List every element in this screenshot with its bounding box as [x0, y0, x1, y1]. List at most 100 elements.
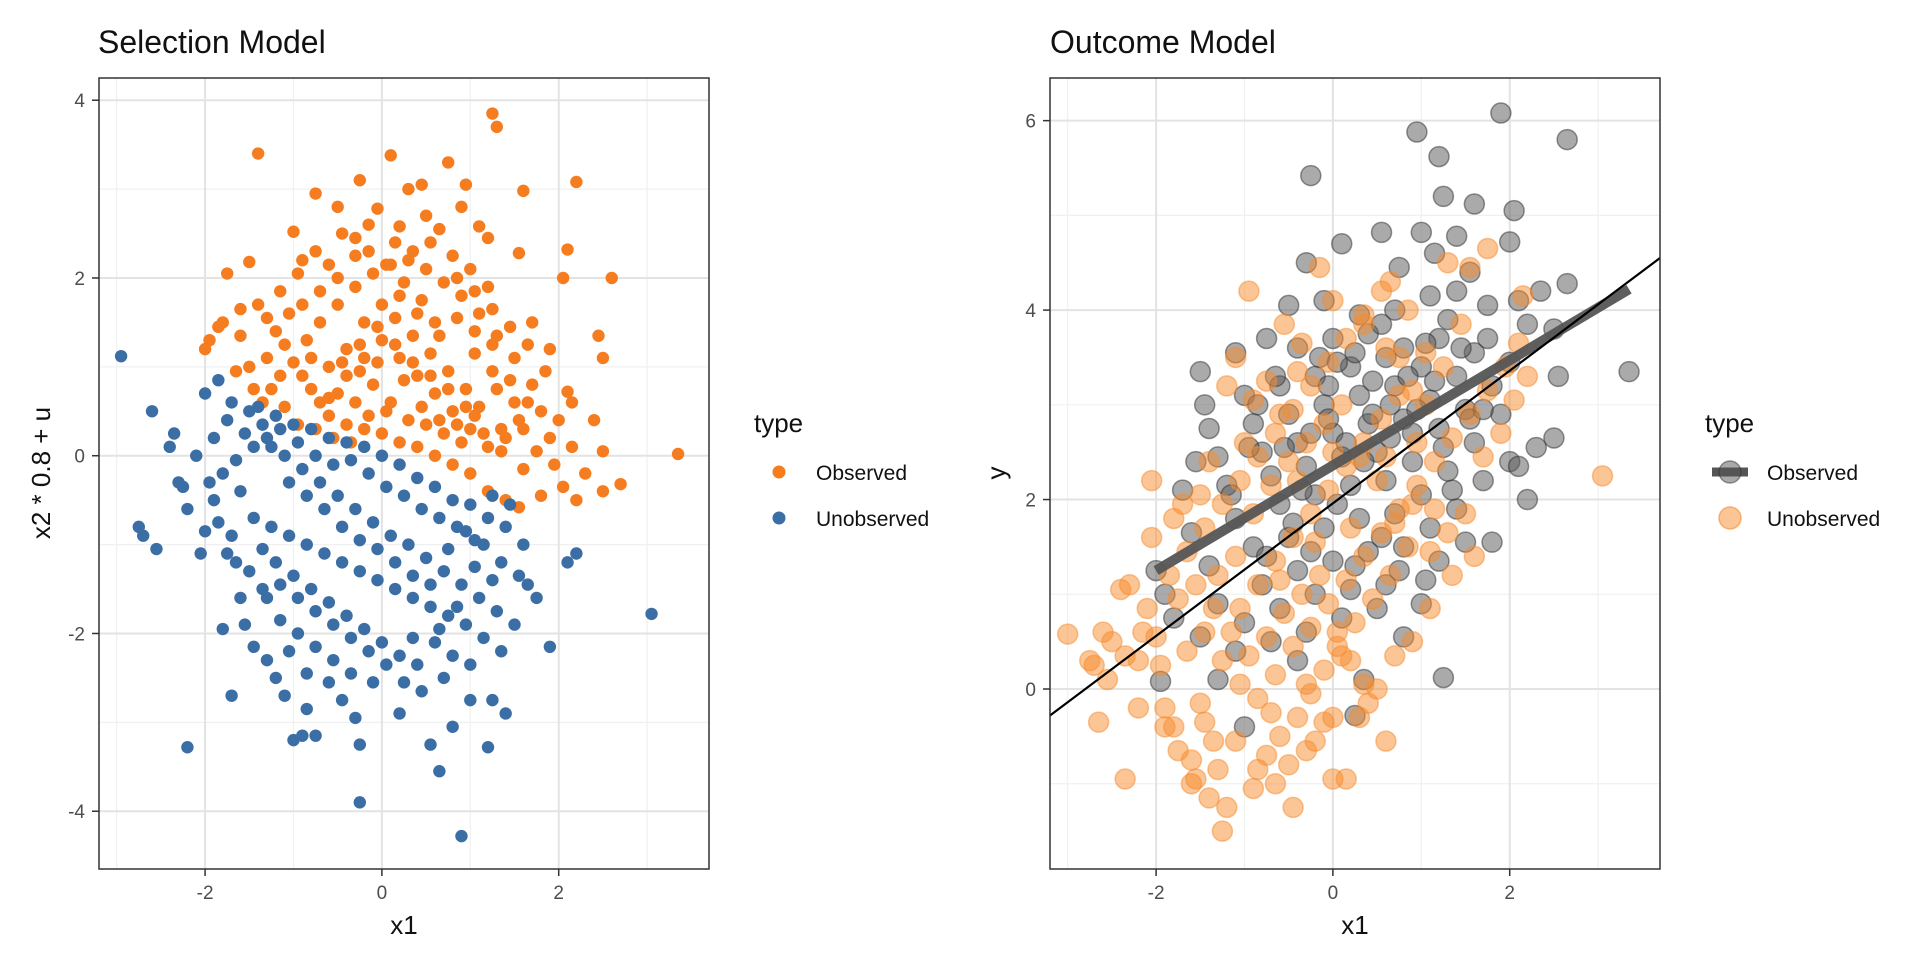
point-observed	[278, 338, 291, 351]
point-unobserved	[1229, 597, 1251, 620]
point-unobserved	[282, 476, 296, 489]
point-observed	[424, 369, 437, 382]
point-unobserved	[282, 645, 296, 658]
point-unobserved	[1322, 289, 1344, 312]
point-observed	[1450, 337, 1472, 359]
point-unobserved	[1238, 645, 1260, 667]
point-unobserved	[1273, 313, 1296, 336]
point-unobserved	[415, 685, 428, 698]
point-unobserved	[1379, 270, 1402, 293]
point-unobserved	[335, 520, 349, 534]
point-unobserved	[455, 578, 468, 591]
point-observed	[1516, 313, 1539, 336]
point-unobserved	[388, 556, 402, 569]
legend-key-unobserved	[772, 511, 786, 525]
point-observed	[234, 329, 247, 342]
point-unobserved	[1118, 574, 1141, 596]
point-observed	[450, 271, 464, 285]
point-unobserved	[1335, 569, 1357, 591]
point-unobserved	[1353, 545, 1375, 568]
point-unobserved	[561, 556, 574, 569]
point-observed	[1242, 413, 1265, 435]
point-unobserved	[1388, 384, 1410, 407]
point-observed	[265, 382, 278, 396]
point-unobserved	[1224, 545, 1247, 568]
ticks: -2 0 2 -4 -2 0 2 4	[68, 91, 564, 904]
point-unobserved	[167, 427, 181, 440]
point-unobserved	[393, 458, 406, 471]
point-observed	[561, 243, 574, 256]
point-unobserved	[1216, 796, 1238, 819]
point-unobserved	[1229, 673, 1251, 696]
point-observed	[1476, 294, 1499, 317]
point-unobserved	[1384, 645, 1406, 667]
point-observed	[274, 285, 287, 298]
point-observed	[468, 409, 481, 422]
point-observed	[596, 351, 610, 365]
point-observed	[1498, 231, 1521, 253]
point-observed	[1441, 479, 1463, 501]
point-unobserved	[234, 485, 247, 498]
point-unobserved	[1432, 356, 1455, 378]
point-unobserved	[296, 462, 309, 476]
point-observed	[1414, 569, 1437, 591]
point-unobserved	[1291, 583, 1313, 606]
point-observed	[349, 396, 362, 409]
x-tick-label: -2	[197, 883, 214, 904]
point-unobserved	[1087, 711, 1110, 733]
point-unobserved	[1401, 493, 1424, 516]
point-observed	[521, 396, 534, 409]
point-unobserved	[1476, 379, 1499, 402]
point-observed	[1286, 559, 1309, 582]
y-tick-label: 2	[1025, 491, 1036, 512]
point-observed	[512, 413, 526, 427]
point-unobserved	[344, 631, 358, 645]
point-unobserved	[1490, 422, 1512, 444]
point-unobserved	[1282, 796, 1304, 819]
point-observed	[243, 255, 256, 269]
point-unobserved	[1282, 526, 1304, 549]
point-observed	[371, 202, 384, 215]
point-unobserved	[327, 458, 340, 471]
point-unobserved	[371, 542, 384, 556]
point-observed	[1543, 427, 1565, 449]
point-observed	[450, 311, 464, 325]
point-observed	[442, 365, 455, 378]
point-observed	[1322, 550, 1344, 572]
point-unobserved	[300, 489, 313, 502]
y-tick-label: 6	[1025, 112, 1036, 133]
point-observed	[596, 445, 610, 458]
point-unobserved	[1114, 768, 1136, 790]
point-observed	[543, 431, 557, 445]
point-unobserved	[1459, 403, 1481, 426]
point-unobserved	[1295, 673, 1318, 696]
point-unobserved	[344, 453, 358, 467]
point-observed	[534, 405, 548, 418]
point-observed	[1401, 450, 1424, 473]
point-observed	[371, 356, 384, 369]
point-unobserved	[1286, 706, 1309, 729]
point-observed	[402, 413, 415, 427]
point-observed	[614, 477, 627, 491]
point-observed	[375, 427, 389, 440]
point-unobserved	[1441, 564, 1463, 587]
point-unobserved	[437, 565, 450, 578]
point-observed	[1476, 327, 1499, 350]
point-unobserved	[1313, 413, 1335, 435]
point-unobserved	[265, 440, 278, 454]
point-unobserved	[1300, 375, 1322, 397]
point-observed	[375, 298, 389, 311]
point-observed	[402, 182, 415, 196]
point-observed	[1428, 145, 1450, 168]
point-unobserved	[486, 573, 499, 587]
legend-label-observed: Observed	[1767, 462, 1858, 485]
point-observed	[220, 267, 234, 280]
point-unobserved	[450, 600, 464, 614]
point-observed	[229, 365, 243, 378]
point-unobserved	[1476, 237, 1499, 260]
ticks: -2 0 2 0 2 4 6	[1025, 112, 1515, 904]
plot-border	[98, 77, 710, 870]
point-unobserved	[207, 493, 221, 507]
point-observed	[397, 276, 411, 289]
point-observed	[393, 220, 406, 233]
